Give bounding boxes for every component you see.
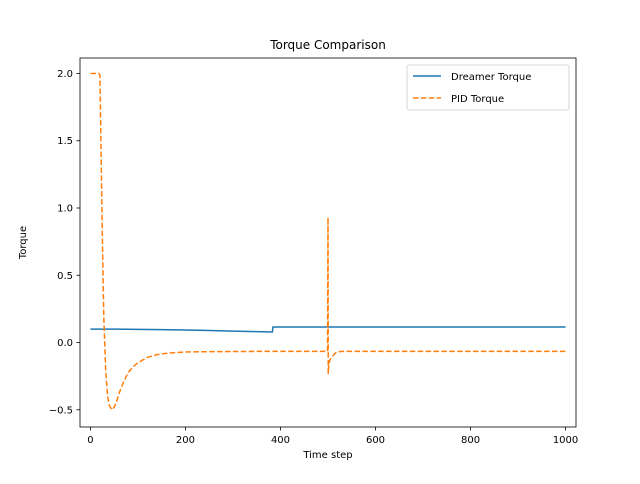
x-tick-label: 600 — [366, 435, 385, 446]
y-axis-ticks: −0.5 0.0 0.5 1.0 1.5 2.0 — [49, 69, 80, 416]
legend-label: PID Torque — [451, 94, 504, 105]
y-tick-label: 1.0 — [57, 203, 73, 214]
series-line-pid-torque — [90, 72, 566, 411]
series-layer — [90, 72, 566, 411]
legend-label: Dreamer Torque — [451, 72, 531, 83]
series-line-dreamer-torque — [90, 326, 566, 333]
x-axis-ticks: 0 200 400 600 800 1000 — [87, 427, 578, 446]
y-tick-label: 0.0 — [57, 338, 73, 349]
y-axis-title: Torque — [18, 226, 29, 260]
legend-box — [406, 64, 570, 111]
x-tick-label: 1000 — [553, 435, 578, 446]
y-tick-label: −0.5 — [49, 405, 73, 416]
x-tick-label: 200 — [176, 435, 195, 446]
y-tick-label: 0.5 — [57, 271, 73, 282]
x-tick-label: 0 — [87, 435, 93, 446]
x-axis-title: Time step — [302, 450, 352, 461]
y-tick-label: 2.0 — [57, 69, 73, 80]
x-tick-label: 400 — [271, 435, 290, 446]
axes-frame — [79, 57, 577, 428]
y-tick-label: 1.5 — [57, 136, 73, 147]
legend: Dreamer Torque PID Torque — [406, 64, 570, 111]
chart-title: Torque Comparison — [269, 38, 386, 52]
x-tick-label: 800 — [461, 435, 480, 446]
